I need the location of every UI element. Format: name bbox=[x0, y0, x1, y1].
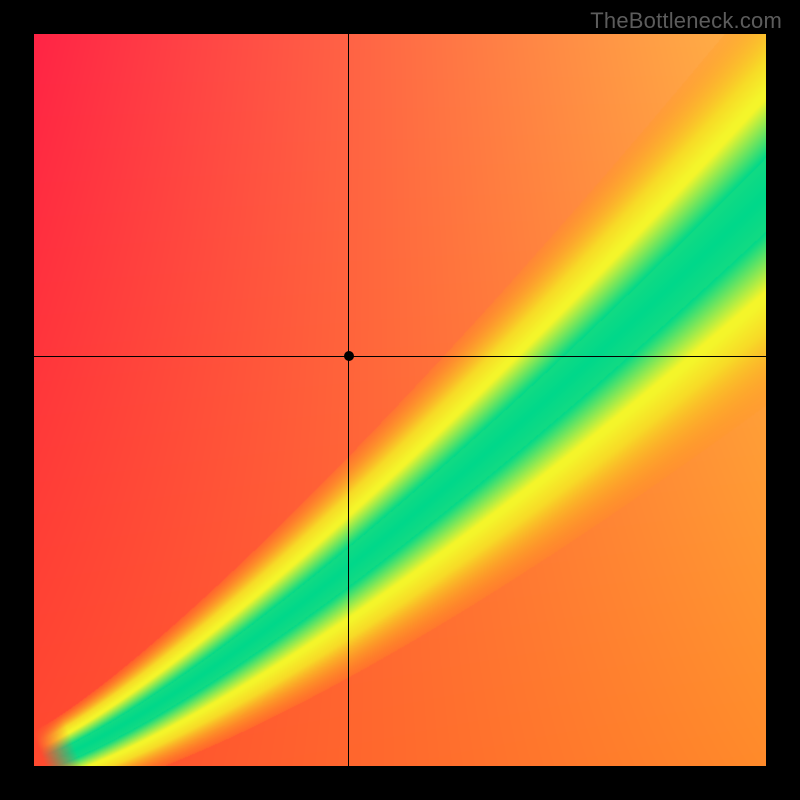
plot-area bbox=[34, 34, 766, 766]
watermark-text: TheBottleneck.com bbox=[590, 8, 782, 34]
figure-root: TheBottleneck.com bbox=[0, 0, 800, 800]
crosshair-marker[interactable] bbox=[344, 351, 354, 361]
crosshair-vertical bbox=[348, 34, 349, 766]
crosshair-horizontal bbox=[34, 356, 766, 357]
heatmap-canvas bbox=[34, 34, 766, 766]
